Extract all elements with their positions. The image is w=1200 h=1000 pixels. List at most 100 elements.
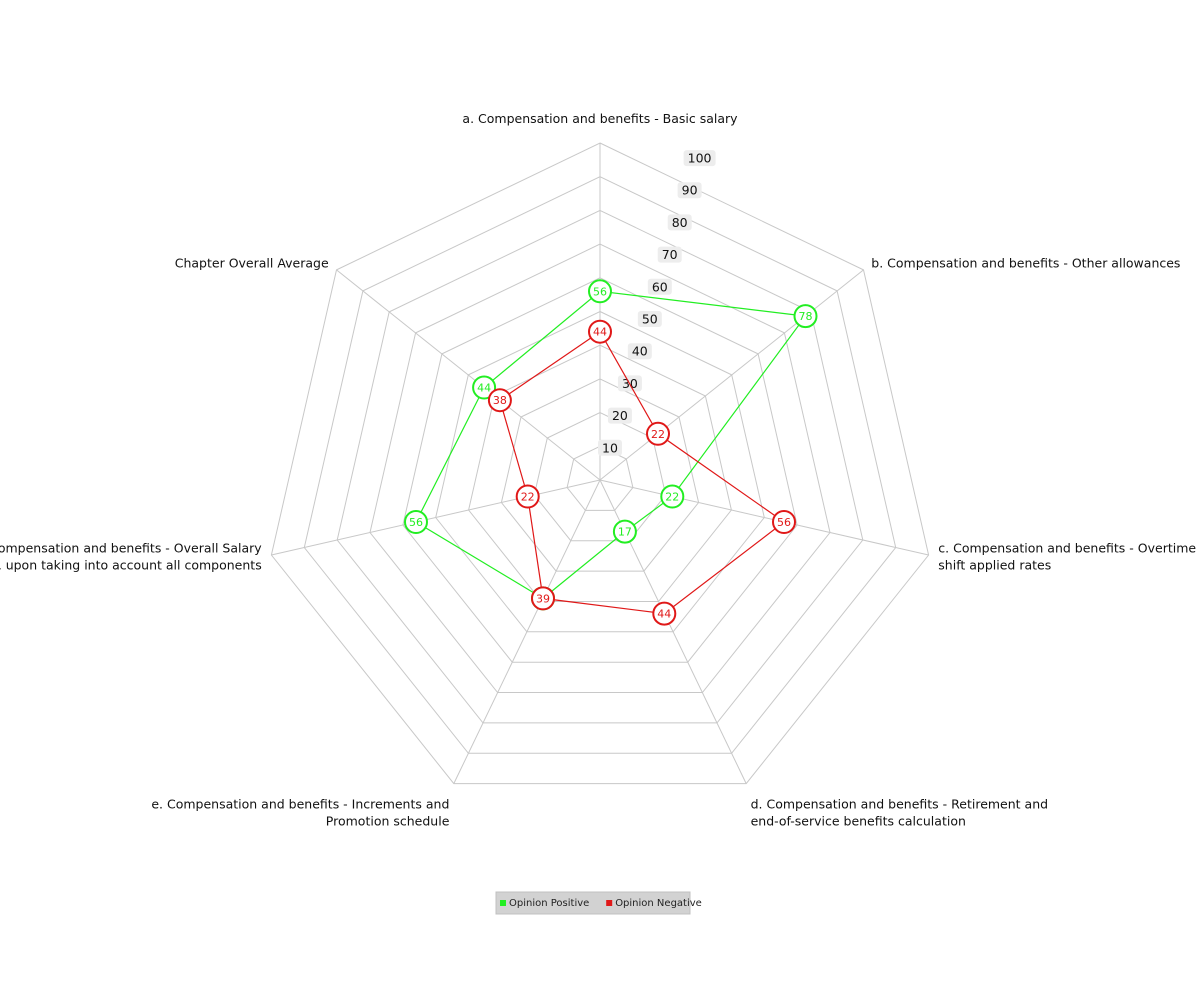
- legend-item[interactable]: Opinion Positive: [500, 898, 589, 909]
- data-point[interactable]: 78: [793, 304, 818, 329]
- legend-box: [495, 891, 691, 915]
- tick-label-text: 80: [672, 215, 688, 230]
- tick-label-bg: [607, 407, 632, 424]
- tick-label-bg: [657, 246, 682, 263]
- data-label: 17: [618, 526, 632, 539]
- data-point[interactable]: 38: [487, 388, 512, 413]
- data-point-marker: [793, 304, 818, 329]
- grid-ring: [336, 209, 864, 724]
- data-point[interactable]: 17: [612, 519, 637, 544]
- data-point[interactable]: 56: [588, 279, 612, 304]
- tick-label: 90: [677, 182, 702, 199]
- radar-grid: [270, 142, 930, 785]
- axis-label-line: a. Compensation and benefits - Basic sal…: [462, 111, 738, 126]
- axis-label-line: package, upon taking into account all co…: [0, 558, 262, 573]
- data-label: 44: [477, 382, 491, 395]
- data-label: 22: [521, 491, 535, 504]
- data-point[interactable]: 44: [472, 375, 497, 400]
- grid-spoke: [599, 269, 864, 481]
- legend-label: Opinion Negative: [615, 898, 702, 909]
- tick-label-bg: [598, 439, 622, 456]
- tick-label-text: 90: [682, 183, 698, 198]
- grid-spoke: [336, 269, 601, 481]
- axis-label-line: e. Compensation and benefits - Increment…: [151, 797, 449, 812]
- tick-label-bg: [683, 150, 716, 167]
- data-point-marker: [531, 586, 555, 611]
- data-label: 39: [536, 592, 550, 605]
- data-label: 78: [799, 310, 813, 323]
- axis-label: a. Compensation and benefits - Basic sal…: [462, 111, 738, 126]
- data-point-marker: [404, 510, 428, 534]
- data-point-marker: [660, 484, 685, 509]
- grid-ring: [468, 344, 732, 602]
- data-point-marker: [612, 519, 637, 544]
- data-label: 22: [665, 491, 679, 504]
- tick-label-bg: [667, 214, 692, 231]
- data-label: 56: [409, 516, 423, 529]
- axis-label: b. Compensation and benefits - Other all…: [871, 256, 1180, 271]
- grid-ring: [303, 176, 897, 754]
- data-point[interactable]: 56: [404, 510, 428, 534]
- data-point-marker: [588, 279, 612, 304]
- data-point[interactable]: 39: [531, 586, 555, 611]
- grid-ring: [500, 378, 700, 572]
- data-point-marker: [472, 375, 497, 400]
- grid-ring: [533, 412, 667, 542]
- axis-label-line: Promotion schedule: [326, 814, 450, 829]
- data-point[interactable]: 22: [515, 484, 540, 509]
- axis-label-line: d. Compensation and benefits - Retiremen…: [751, 797, 1048, 812]
- series-line: [499, 330, 786, 615]
- axis-label-line: Chapter Overall Average: [175, 256, 329, 271]
- axis-label-line: c. Compensation and benefits - Overtime …: [938, 541, 1200, 556]
- data-point[interactable]: 56: [772, 510, 796, 534]
- axis-label: c. Compensation and benefits - Overtime …: [938, 541, 1200, 573]
- grid-ring: [270, 142, 930, 785]
- grid-ring: [566, 445, 634, 511]
- axis-label-line: f. Compensation and benefits - Overall S…: [0, 541, 262, 556]
- axis-label-line: end-of-service benefits calculation: [751, 814, 966, 829]
- data-label: 56: [593, 285, 607, 298]
- series-line: [415, 290, 807, 600]
- data-label: 44: [657, 608, 671, 621]
- data-point[interactable]: 22: [660, 484, 685, 509]
- axis-label: d. Compensation and benefits - Retiremen…: [751, 797, 1048, 829]
- tick-label: 80: [667, 214, 692, 231]
- data-point-marker: [646, 421, 670, 446]
- tick-label: 10: [598, 439, 622, 456]
- grid-ring: [402, 277, 798, 663]
- tick-label-text: 60: [652, 279, 668, 294]
- data-point[interactable]: 44: [588, 319, 612, 344]
- axis-label-line: b. Compensation and benefits - Other all…: [871, 256, 1180, 271]
- data-point[interactable]: 22: [646, 421, 670, 446]
- data-label: 44: [593, 326, 607, 339]
- tick-label: 60: [647, 278, 672, 295]
- legend: Opinion Positive Opinion Negative: [495, 891, 702, 915]
- grid-spoke: [599, 479, 929, 556]
- axis-label: Chapter Overall Average: [175, 256, 329, 271]
- data-point-marker: [772, 510, 796, 534]
- data-label: 56: [777, 516, 791, 529]
- tick-label-text: 100: [688, 151, 712, 166]
- tick-label-text: 70: [662, 247, 678, 262]
- tick-label-bg: [627, 343, 652, 360]
- data-point-marker: [588, 319, 612, 344]
- tick-label: 100: [683, 150, 716, 167]
- legend-item[interactable]: Opinion Negative: [606, 898, 702, 909]
- tick-label: 40: [627, 343, 652, 360]
- data-point-marker: [652, 601, 677, 626]
- tick-label: 70: [657, 246, 682, 263]
- legend-swatch: [500, 900, 506, 906]
- grid-ring: [435, 310, 765, 633]
- data-label: 22: [651, 428, 665, 441]
- axis-labels: a. Compensation and benefits - Basic sal…: [0, 111, 1200, 829]
- tick-label-text: 50: [642, 312, 658, 327]
- tick-label-bg: [647, 278, 672, 295]
- grid-spoke: [271, 479, 601, 556]
- grid-ring: [369, 243, 831, 693]
- data-point[interactable]: 44: [652, 601, 677, 626]
- data-label: 38: [493, 394, 507, 407]
- legend-label: Opinion Positive: [509, 898, 589, 909]
